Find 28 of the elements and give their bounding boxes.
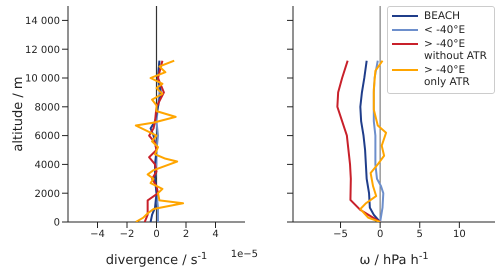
x-tick-label: 4 xyxy=(212,229,219,240)
x-tick-label: 0 xyxy=(376,229,384,240)
y-axis-title: altitude / m xyxy=(11,76,26,152)
legend-label: > -40°E only ATR xyxy=(424,64,471,88)
y-tick-label: 2000 xyxy=(34,188,60,200)
x-tick-label: 0 xyxy=(153,229,160,240)
line-series xyxy=(134,60,184,222)
text: 1e−5 xyxy=(230,249,258,260)
x-tick-label: −5 xyxy=(333,229,348,240)
line-series xyxy=(144,60,165,222)
y-tick-label: 12 000 xyxy=(25,44,60,56)
y-tick-label: 14 000 xyxy=(25,16,60,27)
x-tick-label: 2 xyxy=(182,229,190,240)
y-tick-label: 8000 xyxy=(34,102,60,114)
x-tick-label: −4 xyxy=(90,229,105,240)
y-tick-label: 0 xyxy=(54,218,60,229)
x-tick-label: 5 xyxy=(416,229,423,240)
y-tick-label: 10 000 xyxy=(25,74,60,85)
legend-label: < -40°E xyxy=(424,24,466,36)
legend-label: > -40°E without ATR xyxy=(424,38,488,62)
y-tick-label: 6000 xyxy=(34,131,60,142)
legend-label: BEACH xyxy=(424,10,462,22)
y-tick-label: 4000 xyxy=(34,160,60,171)
x-tick-label: 10 xyxy=(452,229,466,240)
x-tick-label: −2 xyxy=(120,229,134,240)
x-axis-title: divergence / s$^{-1}$ xyxy=(106,250,208,268)
line-series xyxy=(150,60,162,222)
x-axis-title: ω / hPa h$^{-1}$ xyxy=(359,250,429,268)
